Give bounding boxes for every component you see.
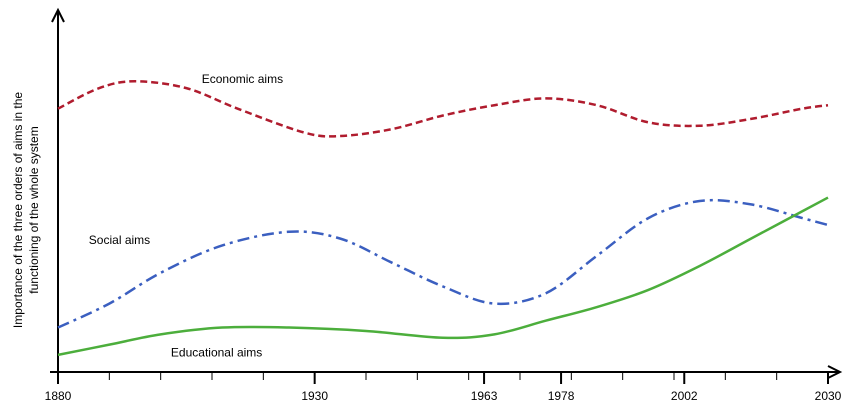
x-tick-label: 1880 (45, 389, 72, 403)
series-layer (57, 80, 829, 357)
x-tick-label: 1963 (471, 389, 498, 403)
series-labels: Economic aims Social aims Educational aims (89, 72, 283, 360)
minor-ticks (108, 372, 778, 380)
series-label-educational-aims: Educational aims (171, 346, 262, 360)
x-tick-label: 2002 (671, 389, 698, 403)
series-line-educational-aims (57, 196, 829, 357)
series-label-social-aims: Social aims (89, 233, 150, 247)
y-axis-label-line2: functioning of the whole system (27, 126, 41, 293)
x-tick-label: 1978 (548, 389, 575, 403)
major-ticks: 1880 1930 1963 1978 2002 2030 (45, 372, 842, 403)
y-axis-label-line1: Importance of the three orders of aims i… (11, 92, 25, 328)
series-line-social-aims (57, 198, 829, 329)
y-axis-arrowhead (51, 7, 65, 23)
series-label-economic-aims: Economic aims (202, 72, 283, 86)
x-tick-label: 1930 (301, 389, 328, 403)
series-line-economic-aims (57, 80, 829, 138)
x-axis-arrowhead (827, 365, 843, 379)
x-tick-label: 2030 (815, 389, 842, 403)
